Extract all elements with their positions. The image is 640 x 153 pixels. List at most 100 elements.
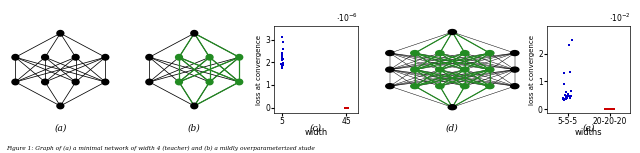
Point bbox=[341, 106, 351, 109]
Circle shape bbox=[461, 84, 469, 89]
Circle shape bbox=[461, 51, 469, 56]
Point bbox=[341, 106, 351, 109]
Point bbox=[340, 106, 350, 109]
Point bbox=[340, 106, 351, 109]
Point bbox=[564, 95, 574, 98]
Point bbox=[561, 96, 571, 98]
Point bbox=[604, 108, 614, 110]
Point bbox=[561, 95, 571, 98]
Circle shape bbox=[12, 54, 19, 60]
Point bbox=[605, 108, 615, 110]
Point bbox=[276, 55, 287, 58]
Point bbox=[276, 54, 287, 57]
Circle shape bbox=[146, 54, 153, 60]
Text: (d): (d) bbox=[446, 124, 459, 133]
Circle shape bbox=[12, 79, 19, 85]
Circle shape bbox=[236, 54, 243, 60]
Circle shape bbox=[386, 84, 394, 89]
Point bbox=[566, 95, 577, 97]
Point bbox=[559, 97, 570, 100]
Point bbox=[277, 65, 287, 68]
Circle shape bbox=[102, 54, 109, 60]
Point bbox=[603, 108, 613, 110]
Point bbox=[342, 106, 352, 109]
Point bbox=[558, 97, 568, 99]
Point bbox=[278, 63, 288, 66]
Point bbox=[562, 96, 572, 99]
Point bbox=[558, 98, 568, 100]
Circle shape bbox=[42, 79, 49, 85]
Point bbox=[276, 65, 287, 68]
Circle shape bbox=[486, 51, 494, 56]
Point bbox=[561, 91, 572, 94]
Circle shape bbox=[448, 30, 456, 35]
Point bbox=[600, 108, 611, 110]
Point bbox=[604, 108, 614, 110]
Circle shape bbox=[57, 103, 64, 109]
Point bbox=[340, 106, 350, 109]
Text: (e): (e) bbox=[582, 124, 595, 133]
Point bbox=[601, 108, 611, 110]
Circle shape bbox=[386, 67, 394, 72]
Point bbox=[564, 96, 575, 98]
Circle shape bbox=[461, 67, 469, 72]
Point bbox=[565, 95, 575, 97]
Point bbox=[342, 106, 353, 109]
Circle shape bbox=[175, 54, 182, 60]
Point bbox=[278, 47, 288, 50]
Circle shape bbox=[175, 79, 182, 85]
Circle shape bbox=[436, 51, 444, 56]
Point bbox=[564, 44, 574, 47]
Point bbox=[607, 108, 617, 110]
Point bbox=[341, 106, 351, 109]
Point bbox=[600, 108, 610, 110]
X-axis label: widths: widths bbox=[575, 128, 602, 137]
Point bbox=[563, 94, 573, 96]
Point bbox=[277, 36, 287, 39]
Point bbox=[341, 106, 351, 109]
Y-axis label: loss at convergence: loss at convergence bbox=[257, 35, 262, 105]
Circle shape bbox=[42, 54, 49, 60]
Point bbox=[343, 106, 353, 109]
Point bbox=[602, 108, 612, 110]
Point bbox=[277, 66, 287, 68]
Circle shape bbox=[511, 51, 519, 56]
Point bbox=[277, 59, 287, 61]
Circle shape bbox=[191, 103, 198, 109]
Point bbox=[609, 108, 619, 110]
Point bbox=[563, 93, 573, 95]
Point bbox=[566, 90, 576, 92]
Point bbox=[277, 52, 287, 54]
Point bbox=[606, 108, 616, 110]
Point bbox=[602, 108, 612, 110]
Circle shape bbox=[411, 84, 419, 89]
Point bbox=[600, 108, 611, 110]
Point bbox=[340, 106, 350, 109]
Circle shape bbox=[72, 54, 79, 60]
Circle shape bbox=[102, 79, 109, 85]
Point bbox=[278, 62, 288, 65]
Circle shape bbox=[146, 79, 153, 85]
Point bbox=[278, 58, 288, 60]
Point bbox=[560, 93, 570, 96]
Point bbox=[277, 66, 287, 68]
Point bbox=[342, 106, 352, 109]
Point bbox=[276, 64, 287, 67]
Point bbox=[340, 106, 351, 109]
Point bbox=[567, 39, 577, 41]
Point bbox=[561, 98, 571, 100]
Circle shape bbox=[236, 79, 243, 85]
Point bbox=[343, 106, 353, 109]
Point bbox=[604, 108, 614, 110]
Point bbox=[609, 108, 620, 110]
Point bbox=[607, 108, 618, 110]
Point bbox=[565, 71, 575, 73]
Point bbox=[276, 65, 287, 67]
Circle shape bbox=[72, 79, 79, 85]
Text: $\cdot10^{-6}$: $\cdot10^{-6}$ bbox=[336, 12, 358, 24]
Point bbox=[563, 97, 573, 99]
Text: Figure 1: Graph of (a) a minimal network of width 4 (teacher) and (b) a mildly o: Figure 1: Graph of (a) a minimal network… bbox=[6, 146, 316, 151]
Y-axis label: loss at convergence: loss at convergence bbox=[529, 35, 535, 105]
Point bbox=[278, 41, 288, 43]
Point bbox=[340, 106, 351, 109]
